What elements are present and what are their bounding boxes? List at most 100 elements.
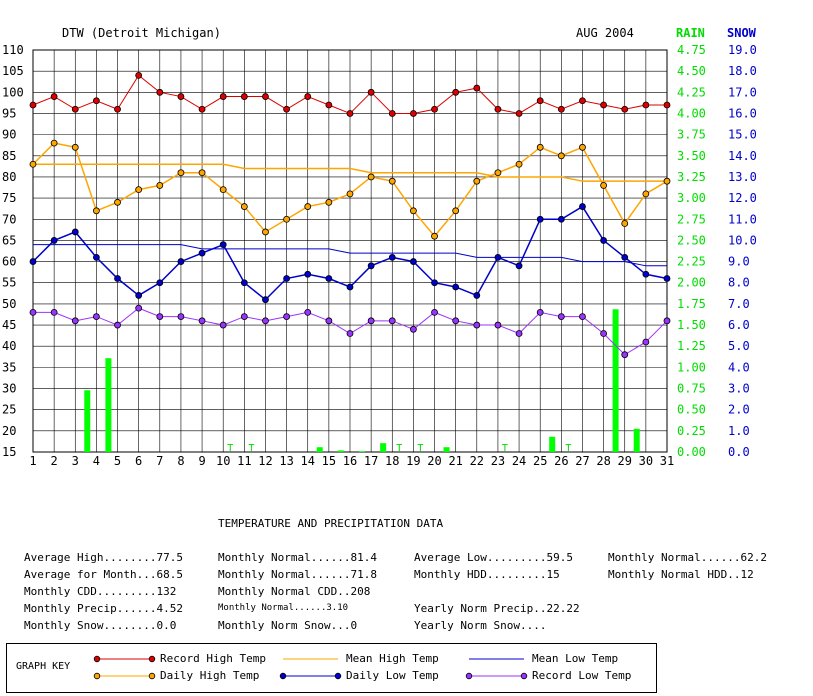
point-record_low (431, 308, 438, 316)
point-daily_high (50, 139, 58, 147)
point-record_high (431, 105, 438, 113)
point-record_high (579, 97, 586, 105)
point-daily_low (219, 241, 227, 249)
point-record_low (304, 308, 312, 316)
stat-yearly-norm-snow: Yearly Norm Snow.... (414, 619, 547, 632)
point-daily_high (600, 182, 607, 189)
x-tick-label: 11 (237, 454, 251, 468)
precip-trace-mark: T (227, 443, 233, 454)
stat-yearly-norm-precip: Yearly Norm Precip..22.22 (414, 602, 580, 615)
point-record_high (135, 71, 143, 79)
y-tick-label: 70 (2, 212, 16, 226)
point-daily_low (600, 237, 607, 244)
point-daily_high (621, 220, 629, 227)
point-daily_high (219, 186, 227, 194)
point-record_low (557, 313, 565, 320)
point-record_low (29, 308, 37, 316)
point-daily_low (135, 292, 143, 299)
point-record_high (473, 84, 481, 92)
point-record_low (452, 317, 460, 325)
snow-tick-label: 8.0 (728, 276, 750, 290)
precip-bar (443, 447, 450, 452)
x-tick-label: 29 (618, 454, 632, 468)
y-tick-label: 35 (2, 360, 16, 374)
point-daily_low (473, 292, 481, 299)
snow-tick-label: 18.0 (728, 64, 757, 78)
point-record_low (367, 317, 375, 325)
snow-tick-label: 2.0 (728, 403, 750, 417)
point-record_low (198, 317, 206, 325)
rain-tick-label: 4.75 (677, 43, 706, 57)
point-record_high (93, 97, 100, 105)
point-daily_low (388, 253, 396, 261)
x-tick-label: 7 (156, 454, 163, 468)
snow-tick-label: 1.0 (728, 424, 750, 438)
snow-tick-label: 12.0 (728, 191, 757, 205)
key-swatch-marker (334, 672, 342, 680)
stat-normal-low: Monthly Normal......62.2 (608, 551, 767, 564)
point-daily_low (346, 283, 354, 291)
rain-tick-label: 0.75 (677, 382, 706, 396)
point-daily_low (93, 253, 100, 261)
point-record_low (50, 308, 58, 316)
rain-tick-label: 3.50 (677, 149, 706, 163)
x-tick-label: 13 (279, 454, 293, 468)
x-tick-label: 10 (216, 454, 230, 468)
y-tick-label: 105 (2, 64, 24, 78)
point-daily_low (663, 275, 671, 282)
x-tick-label: 12 (258, 454, 272, 468)
x-tick-label: 9 (198, 454, 205, 468)
snow-tick-label: 7.0 (728, 297, 750, 311)
stat-monthly-snow: Monthly Snow........0.0 (24, 619, 177, 632)
point-record_high (621, 105, 629, 113)
point-record_high (304, 93, 312, 100)
rain-tick-label: 4.00 (677, 106, 706, 120)
point-record_high (409, 110, 417, 117)
snow-tick-label: 4.0 (728, 360, 750, 374)
snow-tick-label: 11.0 (728, 212, 757, 226)
y-tick-label: 90 (2, 128, 16, 142)
rain-tick-label: 0.50 (677, 403, 706, 417)
key-label-record-low: Record Low Temp (532, 669, 632, 682)
precip-bar (84, 390, 91, 452)
x-tick-label: 15 (322, 454, 336, 468)
point-record_low (536, 308, 544, 316)
point-record_low (325, 317, 333, 325)
point-record_low (240, 313, 248, 320)
rain-tick-label: 2.25 (677, 255, 706, 269)
point-record_high (346, 110, 354, 117)
point-daily_low (240, 279, 248, 287)
point-record_high (177, 93, 185, 100)
x-tick-label: 8 (177, 454, 184, 468)
point-record_high (156, 88, 164, 96)
point-record_high (325, 101, 333, 109)
point-daily_high (536, 143, 544, 151)
series-line-mean_low (33, 244, 667, 267)
point-record_low (494, 321, 502, 329)
point-daily_high (452, 207, 460, 215)
point-daily_high (114, 198, 121, 206)
point-daily_high (325, 198, 333, 206)
snow-axis-title: SNOW (727, 26, 756, 40)
point-daily_high (177, 169, 185, 177)
y-tick-label: 40 (2, 339, 16, 353)
y-tick-label: 30 (2, 382, 16, 396)
rain-tick-label: 1.75 (677, 297, 706, 311)
x-tick-label: 27 (575, 454, 589, 468)
summary-title: TEMPERATURE AND PRECIPITATION DATA (218, 517, 444, 530)
point-record_low (156, 313, 164, 320)
rain-tick-label: 1.00 (677, 360, 706, 374)
point-daily_high (71, 143, 79, 151)
key-swatch-marker (465, 672, 473, 680)
point-record_high (114, 105, 121, 113)
x-tick-label: 26 (554, 454, 568, 468)
point-record_low (388, 317, 396, 325)
precip-trace-mark: T (565, 443, 571, 454)
stat-average-low: Average Low.........59.5 (414, 551, 573, 564)
point-daily_high (515, 160, 523, 168)
precip-bar (633, 428, 640, 452)
point-daily_high (388, 177, 396, 185)
precip-bar (549, 436, 556, 452)
precip-bar (359, 451, 365, 452)
